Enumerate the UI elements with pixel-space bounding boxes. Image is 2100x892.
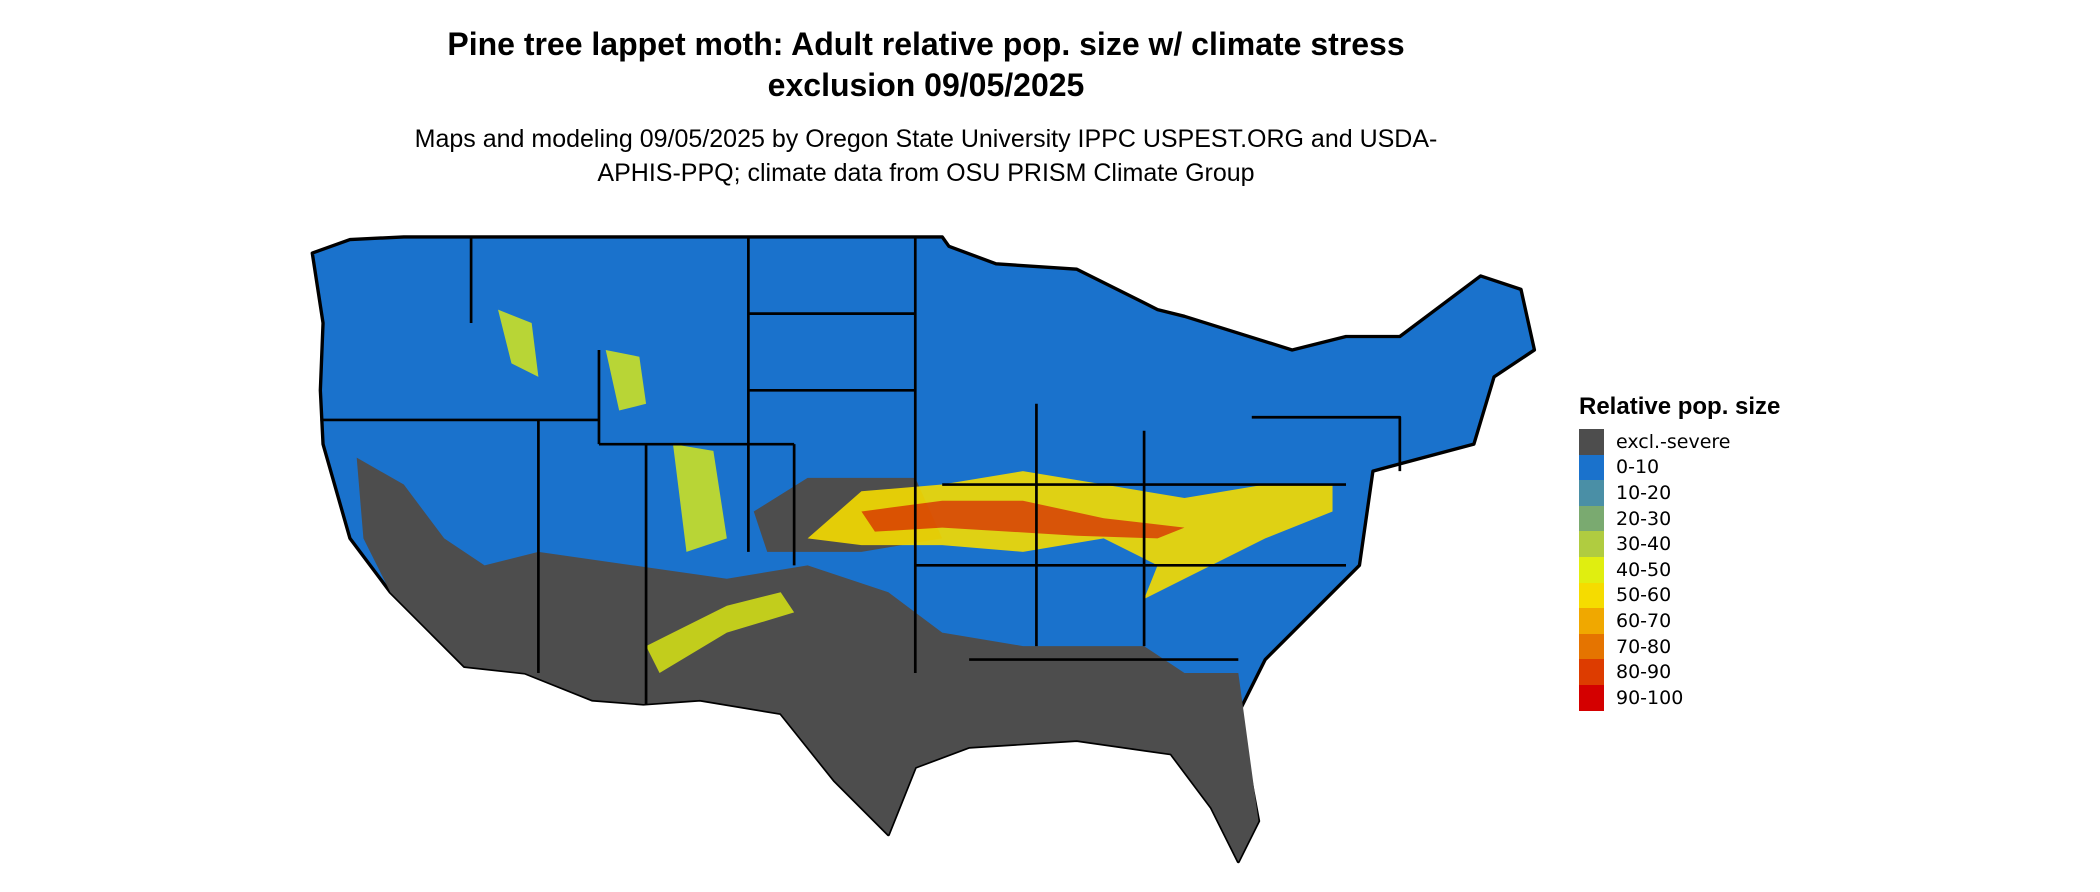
legend-label: 10-20 (1616, 481, 1672, 504)
legend-swatch (1579, 684, 1604, 711)
legend-label: 60-70 (1616, 609, 1672, 632)
us-outline (310, 235, 1537, 864)
legend-swatch (1579, 454, 1604, 481)
legend-swatch (1579, 556, 1604, 583)
legend-entry: 30-40 (1579, 531, 1780, 557)
legend-swatch (1579, 429, 1604, 455)
legend-entry: 90-100 (1579, 684, 1780, 711)
legend-entry: excl.-severe (1579, 429, 1780, 455)
legend-entry: 10-20 (1579, 480, 1780, 506)
legend-entry: 70-80 (1579, 633, 1780, 660)
map-subtitle: Maps and modeling 09/05/2025 by Oregon S… (414, 125, 1438, 187)
legend-title: Relative pop. size (1579, 393, 1781, 420)
legend-swatch (1579, 480, 1604, 506)
map-title: Pine tree lappet moth: Adult relative po… (447, 26, 1405, 103)
legend-entry: 50-60 (1579, 582, 1780, 609)
legend-label: excl.-severe (1616, 430, 1731, 453)
legend-label: 30-40 (1616, 533, 1672, 556)
legend-entry: 20-30 (1579, 505, 1780, 532)
legend-swatch (1579, 659, 1604, 685)
state-lines (320, 236, 1402, 704)
legend-entry: 40-50 (1579, 556, 1780, 583)
yellow-rockies (498, 309, 795, 673)
legend-swatch (1579, 633, 1604, 660)
legend-swatch (1579, 531, 1604, 557)
legend: Relative pop. size excl.-severe 0-10 10-20… (1579, 393, 1780, 711)
legend-entry: 80-90 (1579, 659, 1780, 685)
legend-swatch (1579, 608, 1604, 634)
legend-label: 50-60 (1616, 584, 1672, 607)
legend-swatch (1579, 505, 1604, 532)
legend-label: 40-50 (1616, 558, 1672, 581)
legend-entry: 0-10 (1579, 454, 1780, 481)
gray-southwest (356, 457, 1259, 862)
legend-label: 80-90 (1616, 661, 1672, 684)
legend-label: 70-80 (1616, 635, 1672, 658)
red-core (861, 500, 1185, 539)
legend-entry: 60-70 (1579, 608, 1780, 634)
legend-label: 0-10 (1616, 456, 1660, 479)
legend-label: 20-30 (1616, 507, 1672, 530)
legend-items: excl.-severe 0-10 10-20 20-30 30-40 40-50 50-6… (1579, 429, 1780, 711)
legend-label: 90-100 (1616, 686, 1684, 709)
legend-swatch (1579, 582, 1604, 609)
